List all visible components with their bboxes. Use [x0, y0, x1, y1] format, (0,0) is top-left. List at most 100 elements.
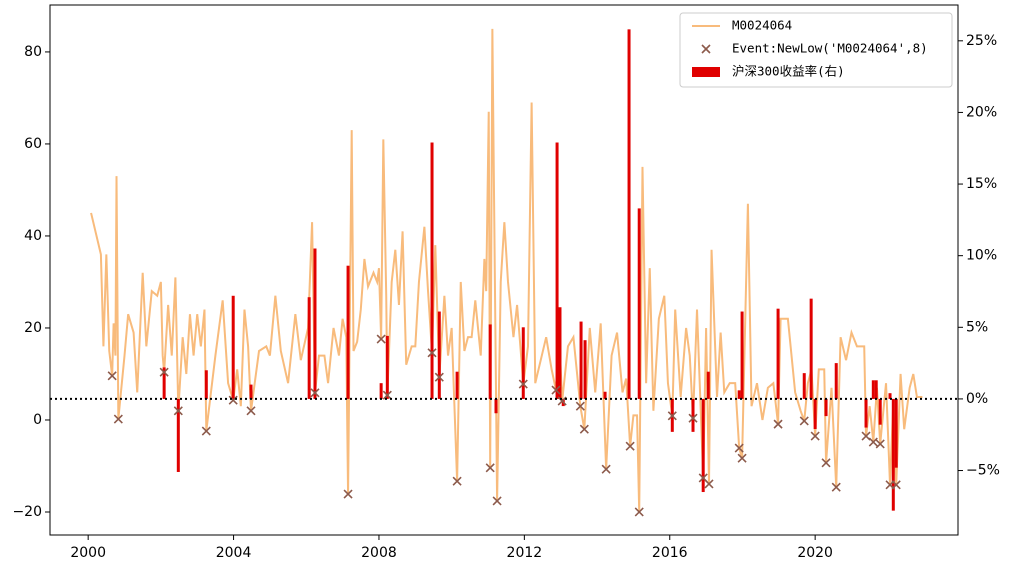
event-marker	[688, 413, 698, 423]
bar	[864, 398, 868, 428]
bar	[176, 398, 180, 472]
bar	[802, 373, 806, 399]
bar	[871, 380, 875, 399]
event-marker	[201, 426, 211, 436]
bar	[346, 265, 350, 399]
event-marker	[557, 396, 567, 406]
legend-label: Event:NewLow('M0024064',8)	[732, 41, 928, 56]
bar	[379, 383, 383, 399]
series-line	[90, 28, 923, 513]
bar	[824, 398, 828, 417]
y2-tick-label: 20%	[966, 104, 997, 120]
bar	[691, 398, 695, 432]
y-tick-label: 20	[24, 320, 42, 336]
bar	[706, 371, 710, 399]
bar	[583, 340, 587, 399]
bar	[521, 327, 525, 399]
event-marker	[667, 411, 677, 421]
event-marker	[875, 439, 885, 449]
bar	[627, 29, 631, 399]
bar	[603, 391, 607, 399]
event-marker	[492, 496, 502, 506]
event-marker	[831, 482, 841, 492]
bar	[307, 297, 311, 399]
bar	[637, 208, 641, 399]
bar	[776, 308, 780, 399]
event-marker	[773, 419, 783, 429]
legend-swatch	[701, 44, 711, 54]
bar	[891, 398, 895, 511]
event-marker	[821, 458, 831, 468]
y-tick-label: −20	[12, 504, 42, 520]
bar	[488, 324, 492, 399]
bar	[834, 363, 838, 399]
event-marker	[452, 476, 462, 486]
event-marker	[634, 507, 644, 517]
bar	[878, 398, 882, 425]
event-marker	[485, 463, 495, 473]
event-marker	[579, 424, 589, 434]
event-marker	[434, 372, 444, 382]
event-marker	[159, 367, 169, 377]
x-tick-label: 2016	[652, 545, 688, 561]
event-marker	[107, 371, 117, 381]
y2-tick-label: 10%	[966, 248, 997, 264]
event-marker	[704, 479, 714, 489]
x-tick-label: 2012	[507, 545, 543, 561]
event-marker	[810, 431, 820, 441]
bar	[204, 370, 208, 399]
event-marker	[625, 441, 635, 451]
event-marker	[310, 388, 320, 398]
bar	[740, 311, 744, 399]
event-marker	[376, 334, 386, 344]
event-marker	[799, 416, 809, 426]
event-marker	[173, 406, 183, 416]
bar	[555, 142, 559, 399]
plot	[90, 28, 923, 517]
bar	[494, 398, 498, 414]
bar	[385, 335, 389, 399]
event-marker	[734, 443, 744, 453]
y2-tick-label: 5%	[966, 319, 988, 335]
event-marker	[891, 480, 901, 490]
event-marker	[551, 385, 561, 395]
x-tick-label: 2000	[70, 545, 106, 561]
legend-box	[679, 12, 953, 88]
x-tick-label: 2020	[797, 545, 833, 561]
bar	[558, 307, 562, 399]
bar	[737, 390, 741, 399]
bar	[249, 384, 253, 399]
x-tick-label: 2008	[361, 545, 397, 561]
event-marker	[861, 431, 871, 441]
event-marker	[246, 406, 256, 416]
bar	[874, 380, 878, 399]
y-tick-label: 40	[24, 228, 42, 244]
legend-swatch	[692, 67, 720, 77]
event-marker	[518, 379, 528, 389]
y2-tick-label: 15%	[966, 176, 997, 192]
bar	[437, 311, 441, 399]
event-marker	[113, 414, 123, 424]
plot-frame	[49, 4, 959, 536]
event-marker	[737, 453, 747, 463]
event-marker	[228, 395, 238, 405]
x-tick-label: 2004	[216, 545, 252, 561]
bar	[455, 371, 459, 399]
y-tick-label: 0	[33, 412, 42, 428]
bar	[701, 398, 705, 493]
bar	[813, 398, 817, 429]
legend-label: 沪深300收益率(右)	[732, 64, 845, 79]
event-marker	[868, 437, 878, 447]
legend-label: M0024064	[732, 18, 792, 33]
bar	[231, 295, 235, 399]
bar	[809, 298, 813, 399]
bar	[162, 367, 166, 399]
event-marker	[601, 464, 611, 474]
bar	[888, 393, 892, 399]
event-marker	[575, 401, 585, 411]
event-marker	[343, 489, 353, 499]
event-marker	[382, 390, 392, 400]
event-marker	[427, 348, 437, 358]
y2-tick-label: 0%	[966, 391, 988, 407]
bar	[579, 321, 583, 399]
